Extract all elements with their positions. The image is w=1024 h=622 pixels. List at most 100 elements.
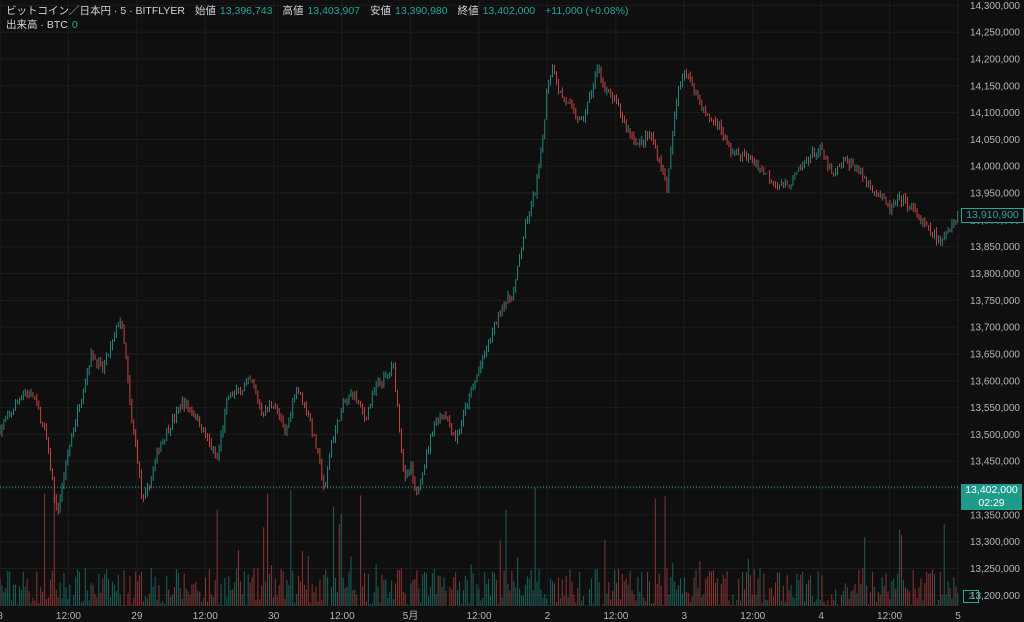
y-tick-label: 14,100,000 [970,108,1020,119]
volume-bar [449,587,451,606]
volume-bar [488,579,490,606]
price-axis[interactable]: 13,200,000 13,250,000 13,300,000 13,350,000… [970,1,1020,602]
volume-bar [860,584,862,606]
volume-bar [745,572,747,606]
volume-bar [216,509,218,606]
volume-bar [164,604,166,606]
y-tick-label: 13,200,000 [970,591,1020,602]
volume-bar [895,588,897,606]
volume-bar [775,582,777,606]
volume-bar [639,591,641,606]
volume-bar [80,602,82,606]
volume-bar [460,603,462,606]
volume-bar [693,577,695,606]
volume-bar [117,574,119,606]
volume-bar [769,587,771,606]
volume-bar [778,572,780,606]
volume-bar [815,599,817,606]
volume-bar [212,596,214,606]
volume-bar [687,592,689,606]
volume-bar [647,571,649,606]
high-value: 13,403,907 [307,5,361,17]
volume-bar [806,583,808,606]
volume-bar [146,598,148,606]
volume-bar [480,600,482,606]
volume-bar [649,581,651,606]
volume-bar [9,571,11,606]
volume-bar [701,596,703,606]
volume-bar [336,591,338,606]
volume-bar [139,574,141,606]
volume-bar [602,604,604,606]
volume-bar [44,493,46,606]
volume-bar [493,573,495,606]
volume-bar [325,569,327,606]
volume-bar [848,598,850,606]
volume-bar [350,556,352,606]
symbol-title[interactable]: ビットコイン／日本円 · 5 · BITFLYER [6,5,185,17]
volume-bar [451,589,453,606]
x-tick-label: 29 [131,611,143,622]
volume-bar [528,578,530,606]
volume-bar [922,600,924,606]
volume-bar [458,581,460,606]
volume-bar [643,597,645,606]
volume-bar [313,592,315,606]
volume-bar [315,586,317,606]
volume-bar [466,579,468,606]
volume-bar [111,581,113,606]
volume-bar [581,600,583,606]
volume-bar [150,567,152,606]
volume-bar [232,589,234,606]
volume-bar [206,601,208,606]
volume-bar [265,581,267,606]
volume-bar [658,573,660,606]
volume-bar [877,591,879,606]
volume-bar [98,573,100,606]
volume-bar [121,605,123,606]
volume-bar [507,584,509,606]
volume-bar [239,580,241,606]
volume-bar [148,593,150,606]
volume-bar [583,595,585,606]
volume-bars [0,487,959,606]
volume-bar [565,575,567,606]
volume-bar [926,572,928,606]
x-tick-label: 12:00 [56,611,81,622]
volume-label[interactable]: 出来高 · BTC [6,19,68,31]
volume-bar [802,571,804,606]
volume-bar [503,570,505,606]
volume-bar [5,588,7,606]
volume-bar [817,571,819,606]
volume-bar [829,605,831,606]
volume-bar [362,586,364,606]
volume-bar [945,594,947,606]
volume-bar [596,569,598,606]
volume-bar [385,579,387,606]
volume-bar [255,599,257,606]
volume-bar [137,580,139,606]
volume-bar [462,589,464,606]
volume-bar [365,601,367,606]
volume-bar [294,602,296,606]
volume-bar [513,580,515,606]
volume-bar [957,593,959,606]
volume-bar [170,596,172,606]
volume-bar [664,496,666,606]
volume-bar [185,588,187,606]
volume-bar [577,587,579,606]
volume-bar [538,568,540,606]
volume-bar [327,576,329,606]
volume-bar [631,590,633,606]
volume-bar [383,580,385,606]
grid [0,0,959,606]
open-value: 13,396,743 [219,5,273,17]
volume-bar [455,572,457,606]
volume-bar [173,587,175,606]
time-axis[interactable]: 8 12:00 29 12:00 30 12:00 5月 12:00 2 12:00 3 12:00 4… [0,610,961,622]
volume-bar [402,591,404,606]
volume-bar [868,604,870,606]
volume-bar [738,579,740,606]
volume-bar [40,587,42,606]
